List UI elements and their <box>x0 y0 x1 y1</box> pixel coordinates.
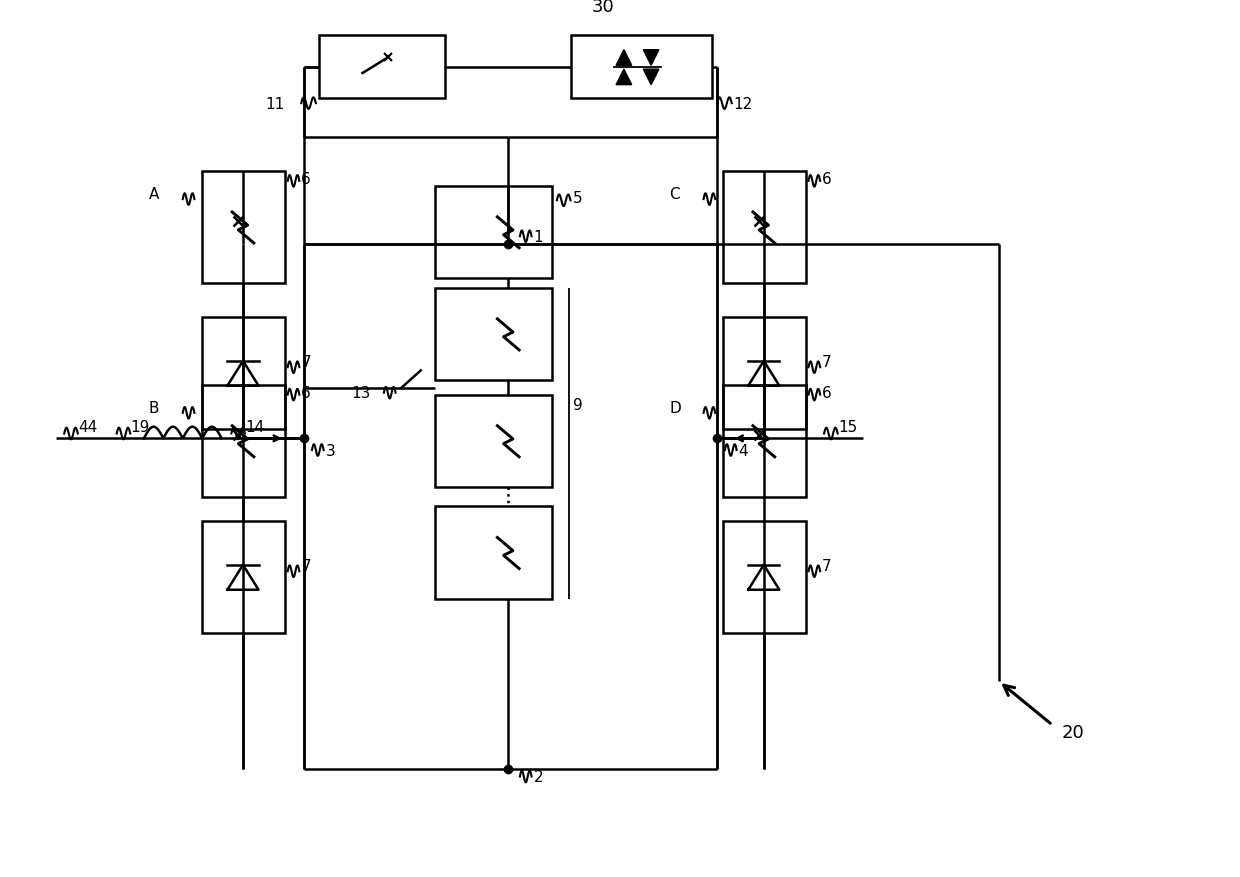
Text: 2: 2 <box>533 769 543 784</box>
Text: 19: 19 <box>130 420 150 435</box>
Text: 44: 44 <box>78 420 97 435</box>
Text: B: B <box>149 400 159 416</box>
Text: 6: 6 <box>301 172 311 187</box>
Bar <box>572 36 712 99</box>
Text: 7: 7 <box>301 559 311 574</box>
Bar <box>319 36 445 99</box>
Bar <box>723 386 806 497</box>
Bar <box>723 317 806 429</box>
Text: 15: 15 <box>838 420 858 435</box>
Bar <box>723 172 806 283</box>
Text: 30: 30 <box>593 0 615 16</box>
Bar <box>723 521 806 633</box>
Text: 11: 11 <box>265 96 285 111</box>
Text: 1: 1 <box>533 230 543 245</box>
Text: 7: 7 <box>301 354 311 370</box>
Bar <box>435 187 552 279</box>
Bar <box>435 396 552 488</box>
Text: 6: 6 <box>301 386 311 401</box>
Text: 20: 20 <box>1063 723 1085 741</box>
Text: 3: 3 <box>326 443 335 458</box>
Bar <box>202 386 285 497</box>
Text: C: C <box>670 187 681 202</box>
Bar <box>435 289 552 381</box>
Text: 13: 13 <box>351 386 371 401</box>
Polygon shape <box>644 51 658 66</box>
Polygon shape <box>616 51 631 66</box>
Bar <box>435 507 552 599</box>
Text: 4: 4 <box>739 443 748 458</box>
Polygon shape <box>644 70 658 86</box>
Text: A: A <box>149 187 159 202</box>
Text: 12: 12 <box>734 96 753 111</box>
Bar <box>202 317 285 429</box>
Bar <box>202 172 285 283</box>
Text: 7: 7 <box>822 559 832 574</box>
Text: 6: 6 <box>822 172 832 187</box>
Text: D: D <box>670 400 681 416</box>
Text: 5: 5 <box>573 190 583 205</box>
Text: 9: 9 <box>573 397 583 412</box>
Text: 6: 6 <box>822 386 832 401</box>
Polygon shape <box>616 70 631 86</box>
Text: 14: 14 <box>246 420 264 435</box>
Bar <box>202 521 285 633</box>
Text: 7: 7 <box>822 354 832 370</box>
